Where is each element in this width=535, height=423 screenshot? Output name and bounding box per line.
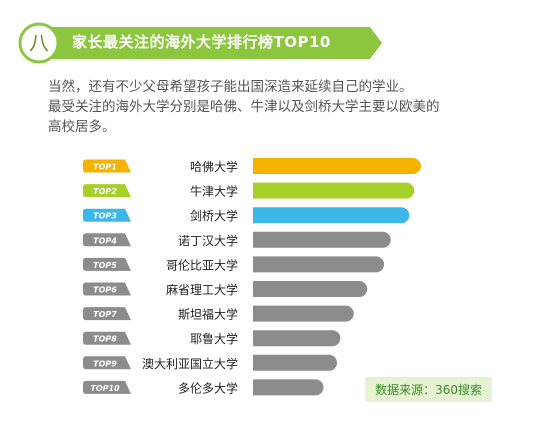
bar-1 (253, 158, 421, 174)
bar-5 (253, 256, 385, 273)
category-label-2: 牛津大学 (190, 184, 238, 199)
rank-tag-3 (83, 208, 131, 222)
intro-line-2: 最受关注的海外大学分别是哈佛、牛津以及剑桥大学主要以欧美的 (48, 99, 440, 115)
section-numeral: 八 (29, 31, 49, 55)
rank-label-7: TOP7 (93, 310, 117, 319)
bar-6 (253, 281, 368, 297)
intro-text: 当然，还有不少父母希望孩子能出国深造来延续自己的学业。 最受关注的海外大学分别是… (48, 77, 508, 137)
ranking-bar-chart: TOP1 哈佛大学 TOP2 牛津大学 TOP3 剑桥大学 TOP4 诺丁汉大学 TOP5 哥伦比… (83, 158, 421, 396)
intro-line-1: 当然，还有不少父母希望孩子能出国深造来延续自己的学业。 (48, 79, 413, 95)
rank-label-3: TOP3 (93, 212, 117, 221)
bar-10 (253, 379, 324, 396)
intro-line-3: 高校居多。 (48, 119, 116, 135)
rank-label-5: TOP5 (93, 261, 117, 270)
rank-label-8: TOP8 (93, 335, 117, 344)
rank-label-1: TOP1 (93, 163, 117, 172)
rank-label-4: TOP4 (93, 236, 117, 245)
bar-3 (253, 207, 410, 224)
category-label-9: 澳大利亚国立大学 (142, 356, 238, 371)
rank-tag-9 (83, 356, 131, 370)
banner-title: 家长最关注的海外大学排行榜TOP10 (72, 33, 331, 51)
rank-label-6: TOP6 (93, 286, 117, 295)
rank-tag-2 (83, 184, 131, 198)
data-source-badge: 数据来源：360搜索 (365, 377, 492, 402)
rank-tag-1 (83, 159, 131, 173)
rank-label-2: TOP2 (93, 187, 117, 196)
bar-9 (253, 354, 337, 371)
category-label-7: 斯坦福大学 (178, 307, 238, 322)
rank-tag-6 (83, 282, 131, 296)
category-label-6: 麻省理工大学 (166, 282, 238, 297)
category-label-10: 多伦多大学 (178, 380, 238, 395)
banner-shape: 八 (18, 22, 382, 64)
category-label-5: 哥伦比亚大学 (166, 257, 238, 272)
title-banner: 八 家长最关注的海外大学排行榜TOP10 (18, 22, 383, 64)
rank-tag-5 (83, 257, 131, 271)
rank-tag-4 (83, 233, 131, 247)
bar-2 (253, 182, 415, 199)
bar-7 (253, 305, 354, 322)
bar-8 (253, 330, 341, 347)
category-label-4: 诺丁汉大学 (178, 233, 238, 248)
rank-label-10: TOP10 (90, 384, 120, 393)
rank-label-9: TOP9 (93, 359, 117, 368)
category-label-3: 剑桥大学 (190, 208, 238, 223)
category-label-8: 耶鲁大学 (190, 331, 238, 346)
category-label-1: 哈佛大学 (190, 159, 238, 174)
bar-4 (253, 231, 391, 248)
infographic-card: 八 家长最关注的海外大学排行榜TOP10 当然，还有不少父母希望孩子能出国深造来… (8, 8, 516, 416)
rank-tag-10 (83, 380, 131, 394)
rank-tag-7 (83, 307, 131, 321)
rank-tag-8 (83, 331, 131, 345)
